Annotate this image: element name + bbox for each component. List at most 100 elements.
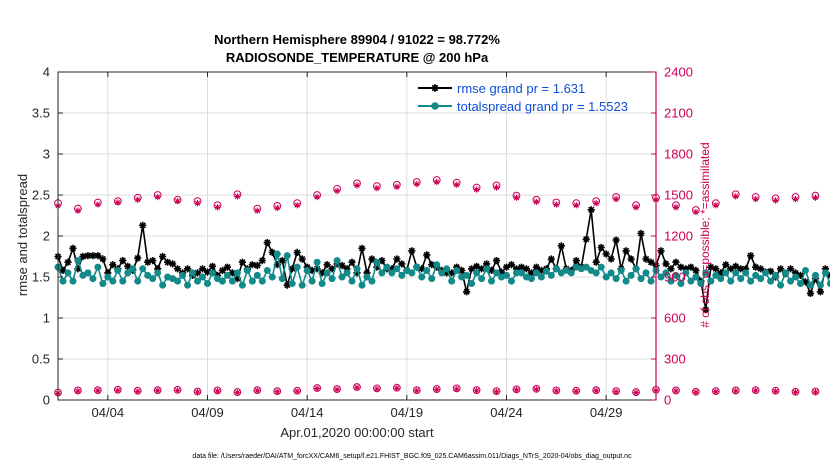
- totalspread-point: [104, 273, 112, 281]
- rmse-point: [398, 260, 406, 268]
- totalspread-point: [333, 257, 341, 265]
- obs-assimilated-upper-point: [612, 195, 620, 203]
- rmse-point: [283, 281, 291, 289]
- totalspread-point: [552, 265, 560, 273]
- obs-assimilated-lower-point: [672, 387, 680, 395]
- obs-assimilated-upper-point: [752, 195, 759, 203]
- obs-assimilated-upper-point: [353, 182, 361, 189]
- rmse-point: [557, 242, 565, 250]
- obs-assimilated-upper-point: [94, 201, 102, 208]
- rmse-point: [159, 252, 167, 261]
- totalspread-point: [348, 277, 356, 285]
- rmse-point: [368, 255, 376, 263]
- obs-assimilated-upper-point: [672, 204, 680, 211]
- rmse-point: [149, 257, 157, 265]
- y-left-tick-label: 1: [43, 311, 50, 326]
- totalspread-point: [617, 266, 625, 274]
- rmse-point: [164, 258, 172, 266]
- rmse-point: [338, 261, 346, 270]
- rmse-point: [677, 263, 685, 271]
- totalspread-point: [802, 266, 810, 274]
- totalspread-point: [806, 281, 814, 289]
- rmse-point: [547, 255, 555, 263]
- rmse-point: [527, 269, 535, 277]
- totalspread-point: [702, 269, 710, 277]
- totalspread-point: [353, 265, 361, 273]
- totalspread-point: [468, 280, 476, 288]
- obs-assimilated-upper-point: [493, 184, 500, 191]
- totalspread-point: [238, 281, 246, 289]
- totalspread-point: [547, 271, 555, 279]
- totalspread-point: [363, 273, 371, 281]
- rmse-point: [408, 247, 416, 255]
- rmse-point: [463, 288, 471, 296]
- rmse-point: [184, 265, 192, 273]
- totalspread-point: [248, 277, 256, 285]
- totalspread-point: [64, 269, 72, 277]
- totalspread-point: [283, 252, 291, 260]
- rmse-point: [59, 266, 67, 274]
- totalspread-point: [203, 280, 211, 288]
- totalspread-point: [532, 269, 540, 277]
- totalspread-point: [199, 273, 207, 281]
- obs-assimilated-upper-point: [513, 194, 520, 201]
- totalspread-point: [174, 277, 182, 285]
- totalspread-point: [622, 277, 630, 285]
- rmse-point: [597, 243, 605, 252]
- rmse-point: [388, 265, 396, 273]
- rmse-point: [193, 269, 202, 277]
- obs-assimilated-lower-point: [513, 386, 520, 394]
- rmse-point: [318, 269, 326, 277]
- rmse-point: [443, 269, 451, 277]
- rmse-point: [801, 278, 810, 286]
- obs-assimilated-lower-point: [752, 387, 759, 394]
- obs-assimilated-upper-point: [313, 193, 321, 201]
- rmse-point: [468, 265, 476, 273]
- totalspread-point: [816, 281, 824, 289]
- totalspread-point: [149, 275, 157, 283]
- totalspread-point: [612, 275, 620, 283]
- totalspread-point: [343, 269, 351, 277]
- obs-assimilated-upper-point: [74, 207, 82, 214]
- rmse-point: [428, 261, 436, 269]
- totalspread-point: [223, 271, 231, 279]
- rmse-point: [328, 265, 336, 273]
- rmse-point: [512, 265, 521, 273]
- totalspread-point: [303, 266, 311, 274]
- rmse-point: [253, 261, 261, 270]
- rmse-point: [69, 244, 77, 252]
- totalspread-point: [797, 280, 805, 288]
- rmse-point: [248, 261, 256, 269]
- y-axis-right-label: # of obs: o=possible; *=assimilated: [698, 142, 712, 327]
- totalspread-point: [597, 263, 605, 271]
- totalspread-point: [607, 269, 615, 277]
- rmse-point: [483, 260, 491, 268]
- rmse-point: [796, 271, 805, 279]
- obs-assimilated-lower-point: [812, 388, 819, 396]
- rmse-point: [522, 265, 530, 273]
- totalspread-point: [443, 265, 451, 273]
- obs-assimilated-upper-point: [772, 197, 779, 204]
- obs-assimilated-lower-point: [174, 387, 181, 394]
- grid: [58, 71, 656, 401]
- obs-assimilated-lower-point: [214, 387, 221, 395]
- rmse-point: [791, 269, 800, 277]
- rmse-point: [787, 265, 795, 273]
- rmse-point: [393, 255, 401, 263]
- rmse-point: [448, 269, 456, 277]
- totalspread-point: [139, 265, 147, 273]
- obs-assimilated-lower-point: [94, 387, 102, 394]
- totalspread-point: [717, 275, 725, 283]
- rmse-point: [218, 266, 227, 274]
- rmse-point: [492, 257, 501, 265]
- obs-assimilated-lower-point: [593, 387, 600, 394]
- rmse-point: [627, 255, 635, 263]
- totalspread-point: [428, 275, 436, 283]
- totalspread-point: [582, 263, 590, 271]
- obs-assimilated-lower-point: [353, 384, 361, 391]
- totalspread-point: [398, 271, 406, 279]
- rmse-point: [637, 229, 645, 238]
- rmse-point: [174, 265, 182, 273]
- rmse-point: [348, 258, 356, 266]
